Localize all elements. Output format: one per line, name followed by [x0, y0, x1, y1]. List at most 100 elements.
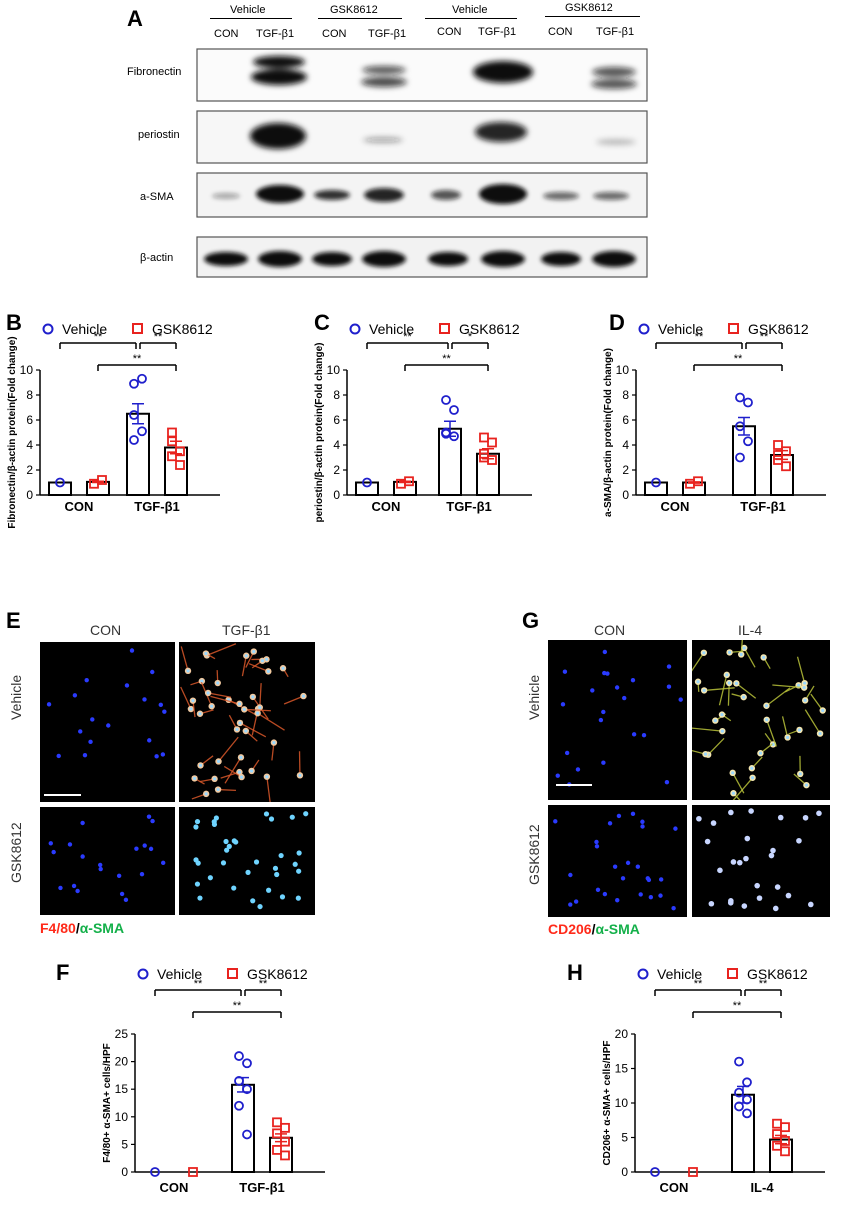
cell-nucleus — [664, 779, 670, 785]
cell-nucleus — [98, 866, 103, 872]
cell-nucleus — [212, 777, 217, 781]
stain-sep: / — [591, 921, 596, 937]
stain-green-label: α-SMA — [595, 921, 640, 937]
cell-nucleus — [88, 739, 93, 745]
cell-nucleus — [575, 767, 581, 772]
legend-gsk-marker — [727, 968, 738, 979]
sig-label: ** — [403, 331, 412, 343]
data-point — [167, 451, 177, 462]
data-point — [742, 1094, 752, 1105]
sig-label: ** — [259, 978, 268, 990]
cell-nucleus — [75, 888, 80, 894]
cell-nucleus — [193, 824, 199, 830]
data-point — [167, 436, 177, 447]
cell-nucleus — [808, 901, 814, 908]
stain-red-label: CD206 — [548, 921, 592, 937]
cell-nucleus — [235, 727, 239, 732]
cell-nucleus — [224, 847, 230, 853]
blot-group-line — [545, 16, 640, 17]
cell-nucleus — [774, 884, 781, 890]
cell-nucleus — [802, 814, 809, 821]
blot-lane-label: CON — [214, 28, 239, 40]
y-tick-label: 20 — [615, 1027, 629, 1041]
cell-nucleus — [594, 839, 599, 845]
cell-nucleus — [245, 869, 251, 875]
cell-nucleus — [237, 702, 242, 706]
cell-process — [732, 772, 745, 794]
data-point — [280, 1150, 290, 1161]
data-point — [234, 1076, 244, 1086]
micro-g-gsk-treat — [692, 805, 830, 917]
cell-nucleus — [265, 775, 269, 779]
cell-nucleus — [82, 752, 88, 758]
cell-nucleus — [796, 837, 802, 844]
cell-nucleus — [67, 842, 73, 847]
cell-nucleus — [602, 649, 608, 655]
cell-nucleus — [239, 755, 243, 759]
category-label: CON — [372, 499, 401, 514]
cell-process — [732, 777, 754, 800]
micro-g-gsk-con — [548, 805, 687, 917]
blot-row-label: Fibronectin — [127, 66, 182, 78]
cell-process — [266, 776, 271, 802]
category-label: TGF-β1 — [134, 499, 180, 514]
cell-process — [224, 757, 242, 784]
cell-nucleus — [204, 792, 208, 796]
cell-nucleus — [734, 681, 738, 685]
data-point — [234, 1051, 244, 1061]
cell-nucleus — [728, 809, 734, 816]
cell-nucleus — [764, 704, 769, 708]
cell-nucleus — [777, 814, 784, 821]
cell-nucleus — [160, 752, 166, 757]
legend-gsk-marker — [227, 968, 238, 979]
cell-nucleus — [71, 883, 77, 889]
cell-nucleus — [268, 816, 275, 822]
cell-nucleus — [702, 651, 706, 655]
cell-nucleus — [731, 791, 736, 795]
cell-nucleus — [51, 849, 56, 855]
cell-nucleus — [640, 819, 645, 824]
cell-nucleus — [301, 694, 306, 698]
cell-nucleus — [272, 865, 279, 871]
cell-process — [740, 640, 743, 655]
cell-process — [206, 643, 237, 657]
cell-nucleus — [804, 783, 809, 787]
cell-nucleus — [134, 846, 139, 851]
blot-lane-label: CON — [548, 26, 573, 38]
legend-vehicle-label: Vehicle — [657, 966, 702, 982]
category-label: CON — [160, 1180, 189, 1195]
cell-process — [743, 647, 756, 668]
legend-gsk-marker — [439, 323, 450, 334]
cell-nucleus — [244, 654, 248, 658]
cell-nucleus — [736, 859, 743, 866]
cell-nucleus — [614, 685, 620, 690]
y-tick-label: 0 — [121, 1165, 128, 1179]
cell-nucleus — [211, 821, 218, 828]
cell-nucleus — [154, 754, 159, 759]
cell-nucleus — [189, 707, 193, 711]
sig-label: ** — [133, 353, 142, 365]
micro-col-label: IL-4 — [738, 622, 763, 638]
data-point — [735, 392, 745, 403]
micro-row-label: Vehicle — [8, 674, 24, 720]
cell-process — [210, 695, 240, 705]
y-tick-label: 5 — [121, 1137, 128, 1151]
cell-nucleus — [237, 770, 242, 774]
bar — [231, 1083, 255, 1173]
cell-nucleus — [641, 733, 647, 738]
y-tick-label: 4 — [333, 438, 340, 452]
stain-legend: F4/80/α-SMA — [40, 920, 124, 936]
cell-process — [735, 682, 757, 699]
data-point — [773, 455, 783, 465]
data-point — [188, 1167, 198, 1177]
cell-nucleus — [251, 695, 255, 699]
cell-nucleus — [594, 844, 600, 849]
chart-b-fibronectin: Vehicle GSK8612 0 2 4 6 8 10Fibronectin/β-actin… — [7, 321, 220, 529]
cell-nucleus — [727, 650, 732, 654]
cell-nucleus — [263, 811, 270, 817]
cell-nucleus — [194, 881, 201, 887]
cell-nucleus — [727, 681, 731, 685]
cell-nucleus — [658, 893, 663, 898]
